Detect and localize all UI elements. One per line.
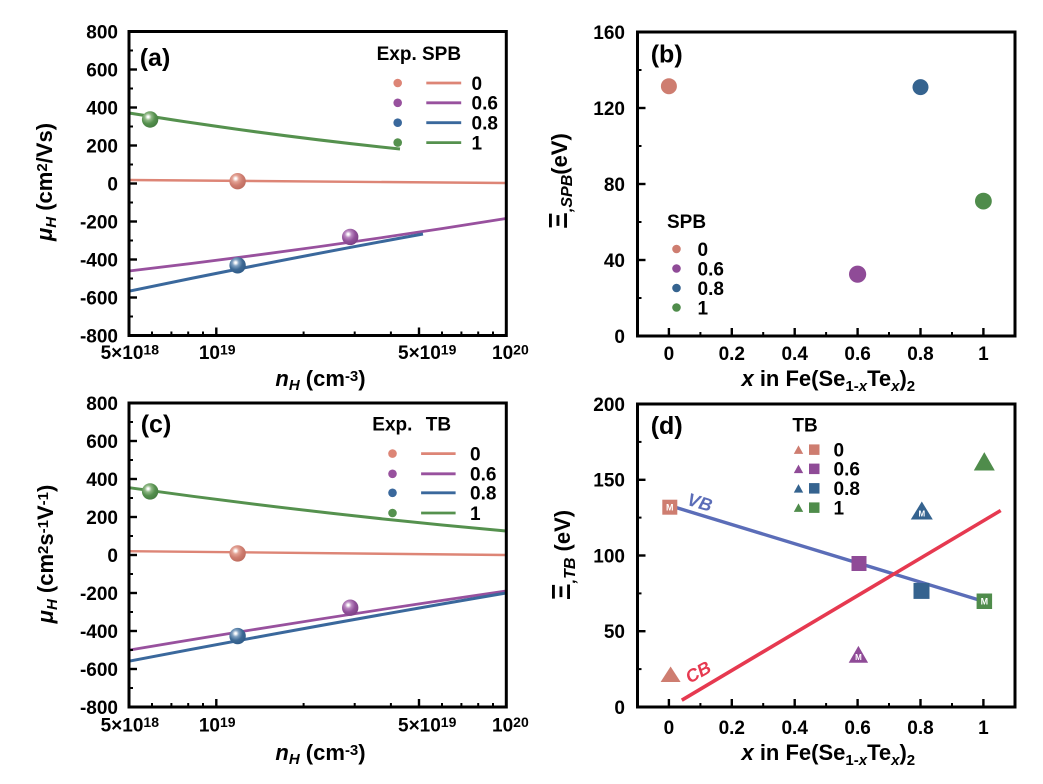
svg-text:TB: TB	[792, 416, 817, 437]
svg-text:-800: -800	[80, 698, 118, 719]
svg-text:-600: -600	[80, 660, 118, 681]
svg-text:-400: -400	[80, 622, 118, 643]
svg-text:M: M	[981, 596, 989, 606]
svg-text:M: M	[918, 510, 925, 519]
svg-text:0.8: 0.8	[907, 718, 933, 739]
svg-text:Ξ,SPB(eV): Ξ,SPB(eV)	[543, 133, 576, 229]
svg-text:0.2: 0.2	[719, 344, 745, 365]
svg-text:0.4: 0.4	[781, 344, 808, 365]
svg-text:0.8: 0.8	[470, 484, 496, 505]
svg-text:-200: -200	[80, 584, 118, 605]
svg-text:0: 0	[698, 240, 709, 261]
svg-text:nH (cm-3): nH (cm-3)	[275, 366, 365, 394]
svg-text:(b): (b)	[651, 40, 683, 68]
svg-text:TB: TB	[426, 414, 451, 435]
svg-text:0.8: 0.8	[698, 279, 724, 300]
svg-text:0.6: 0.6	[698, 259, 724, 280]
svg-text:μH (cm2s-1V-1): μH (cm2s-1V-1)	[33, 485, 61, 625]
svg-text:1: 1	[834, 499, 845, 520]
svg-text:Exp. SPB: Exp. SPB	[377, 44, 461, 65]
svg-text:0: 0	[470, 444, 481, 465]
svg-text:(d): (d)	[651, 412, 683, 440]
svg-text:0.8: 0.8	[834, 479, 860, 500]
svg-text:0.8: 0.8	[472, 114, 498, 135]
svg-text:150: 150	[593, 471, 625, 492]
svg-text:M: M	[666, 502, 674, 512]
svg-text:0: 0	[107, 546, 118, 567]
svg-text:600: 600	[86, 432, 118, 453]
svg-text:800: 800	[86, 394, 118, 415]
svg-text:0.6: 0.6	[470, 465, 496, 486]
svg-text:1: 1	[698, 298, 709, 319]
svg-text:0: 0	[614, 698, 625, 719]
svg-text:0.4: 0.4	[781, 718, 808, 739]
svg-text:400: 400	[86, 470, 118, 491]
svg-text:800: 800	[86, 22, 118, 43]
svg-text:0.2: 0.2	[719, 718, 745, 739]
svg-text:M: M	[855, 653, 862, 662]
svg-text:200: 200	[593, 395, 625, 416]
svg-text:x in Fe(Se1-xTex)2: x in Fe(Se1-xTex)2	[740, 366, 915, 395]
svg-text:1: 1	[978, 344, 989, 365]
svg-text:600: 600	[86, 60, 118, 81]
svg-text:(c): (c)	[141, 411, 172, 439]
svg-text:1: 1	[472, 133, 483, 154]
svg-text:x in Fe(Se1-xTex)2: x in Fe(Se1-xTex)2	[740, 740, 915, 769]
svg-text:0.8: 0.8	[907, 344, 933, 365]
svg-text:160: 160	[593, 23, 625, 44]
svg-text:0.6: 0.6	[472, 94, 498, 115]
svg-text:1: 1	[470, 504, 481, 525]
svg-text:Exp.: Exp.	[372, 414, 412, 435]
svg-text:0: 0	[664, 344, 675, 365]
svg-text:0: 0	[107, 174, 118, 195]
svg-text:μH (cm2/Vs): μH (cm2/Vs)	[32, 123, 60, 242]
svg-text:1: 1	[978, 718, 989, 739]
svg-text:120: 120	[593, 99, 625, 120]
svg-text:80: 80	[604, 175, 625, 196]
svg-text:200: 200	[86, 508, 118, 529]
svg-text:50: 50	[604, 622, 625, 643]
svg-text:0.6: 0.6	[844, 718, 870, 739]
svg-text:200: 200	[86, 136, 118, 157]
svg-text:100: 100	[593, 546, 625, 567]
svg-text:SPB: SPB	[667, 212, 706, 233]
svg-text:0.6: 0.6	[834, 460, 860, 481]
svg-text:0: 0	[472, 74, 483, 95]
svg-text:-600: -600	[80, 288, 118, 309]
svg-text:0.6: 0.6	[844, 344, 870, 365]
svg-text:Ξ,TB (eV): Ξ,TB (eV)	[546, 510, 579, 600]
svg-text:40: 40	[604, 251, 625, 272]
svg-text:0: 0	[614, 327, 625, 348]
svg-text:0: 0	[834, 441, 845, 462]
svg-text:nH (cm-3): nH (cm-3)	[275, 740, 365, 768]
svg-text:0: 0	[664, 718, 675, 739]
svg-text:-800: -800	[80, 326, 118, 347]
svg-text:(a): (a)	[140, 44, 171, 72]
svg-text:-400: -400	[80, 250, 118, 271]
svg-text:5×1019: 5×1019	[398, 341, 457, 364]
svg-text:400: 400	[86, 98, 118, 119]
svg-text:-200: -200	[80, 212, 118, 233]
